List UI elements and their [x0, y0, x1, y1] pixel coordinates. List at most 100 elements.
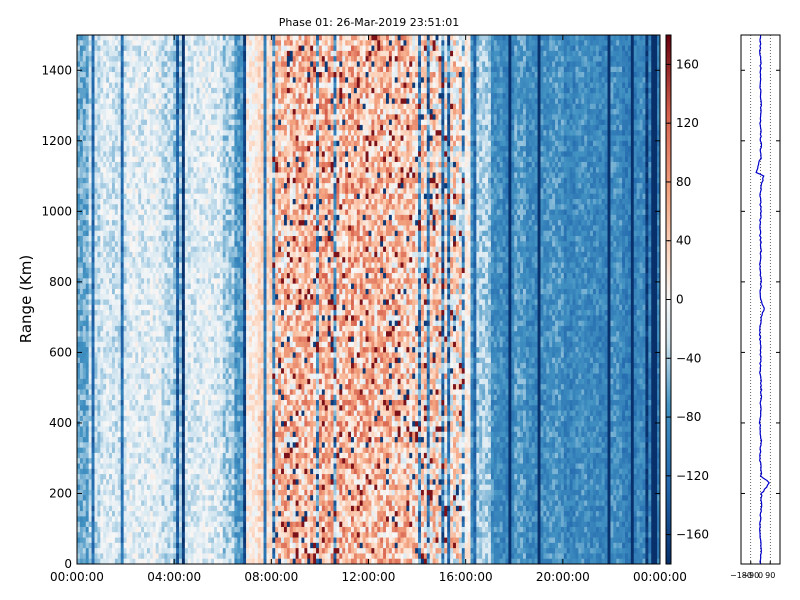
heatmap-cell	[158, 378, 162, 385]
heatmap-cell	[176, 50, 180, 57]
heatmap-cell	[117, 415, 122, 422]
heatmap-cell	[173, 511, 177, 517]
heatmap-cell	[117, 257, 122, 263]
heatmap-cell	[129, 415, 133, 422]
heatmap-cell	[173, 151, 177, 158]
heatmap-cell	[103, 341, 107, 348]
heatmap-cell	[91, 35, 95, 41]
heatmap-cell	[114, 209, 119, 216]
heatmap-cell	[179, 468, 183, 475]
heatmap-cell	[176, 347, 180, 353]
heatmap-cell	[155, 384, 160, 390]
heatmap-cell	[161, 130, 165, 136]
heatmap-cell	[211, 156, 215, 163]
heatmap-cell	[173, 458, 177, 464]
heatmap-cell	[82, 98, 87, 105]
heatmap-cell	[146, 442, 151, 449]
heatmap-cell	[170, 516, 174, 523]
heatmap-cell	[144, 172, 148, 179]
heatmap-cell	[219, 198, 224, 205]
heatmap-cell	[100, 331, 104, 337]
heatmap-cell	[187, 463, 192, 470]
heatmap-cell	[97, 146, 101, 152]
heatmap-cell	[114, 299, 119, 306]
heatmap-cell	[202, 241, 206, 247]
heatmap-cell	[123, 161, 127, 168]
heatmap-cell	[155, 458, 160, 464]
heatmap-cell	[202, 426, 206, 433]
heatmap-cell	[208, 56, 212, 62]
heatmap-cell	[109, 452, 113, 459]
heatmap-cell	[126, 548, 130, 554]
heatmap-cell	[179, 511, 183, 517]
heatmap-cell	[208, 447, 212, 454]
heatmap-cell	[190, 214, 194, 221]
heatmap-cell	[219, 320, 224, 327]
heatmap-cell	[123, 288, 127, 295]
heatmap-cell	[161, 299, 165, 306]
heatmap-cell	[176, 283, 180, 290]
heatmap-cell	[144, 553, 148, 560]
heatmap-cell	[97, 135, 101, 142]
heatmap-cell	[120, 119, 125, 126]
heatmap-cell	[202, 479, 206, 486]
heatmap-cell	[120, 405, 125, 411]
heatmap-cell	[106, 532, 110, 538]
heatmap-cell	[97, 389, 101, 396]
heatmap-cell	[202, 209, 206, 216]
heatmap-cell	[111, 437, 116, 443]
heatmap-cell	[114, 426, 119, 433]
heatmap-cell	[187, 251, 192, 258]
heatmap-cell	[111, 325, 116, 332]
heatmap-cell	[161, 204, 165, 210]
heatmap-cell	[97, 505, 101, 512]
heatmap-cell	[111, 93, 116, 99]
heatmap-cell	[85, 373, 90, 380]
heatmap-cell	[114, 156, 119, 163]
heatmap-cell	[138, 336, 142, 343]
heatmap-cell	[202, 389, 206, 396]
heatmap-cell	[103, 151, 107, 158]
heatmap-cell	[97, 50, 101, 57]
heatmap-cell	[100, 288, 104, 295]
heatmap-cell	[181, 458, 186, 464]
heatmap-cell	[138, 45, 142, 52]
heatmap-cell	[193, 241, 197, 247]
heatmap-cell	[77, 230, 81, 237]
heatmap-cell	[114, 315, 119, 322]
heatmap-cell	[208, 394, 212, 401]
heatmap-cell	[149, 505, 154, 512]
heatmap-cell	[85, 87, 90, 94]
heatmap-cell	[173, 119, 177, 126]
heatmap-cell	[117, 172, 122, 179]
heatmap-cell	[126, 484, 130, 491]
heatmap-cell	[173, 537, 177, 544]
heatmap-cell	[176, 130, 180, 136]
heatmap-cell	[211, 103, 215, 110]
heatmap-cell	[164, 40, 168, 46]
heatmap-cell	[85, 288, 90, 295]
heatmap-cell	[155, 151, 160, 158]
heatmap-cell	[161, 437, 165, 443]
heatmap-cell	[129, 410, 133, 417]
heatmap-cell	[208, 548, 212, 554]
heatmap-cell	[91, 447, 95, 454]
heatmap-cell	[79, 82, 84, 89]
heatmap-cell	[181, 61, 186, 68]
heatmap-cell	[214, 124, 218, 131]
heatmap-cell	[155, 98, 160, 105]
heatmap-cell	[164, 172, 168, 179]
heatmap-cell	[167, 193, 171, 200]
heatmap-cell	[144, 558, 148, 564]
heatmap-cell	[181, 378, 186, 385]
heatmap-cell	[123, 373, 127, 380]
heatmap-cell	[202, 140, 206, 147]
heatmap-cell	[120, 458, 125, 464]
heatmap-cell	[85, 320, 90, 327]
heatmap-cell	[94, 230, 98, 237]
heatmap-cell	[216, 93, 221, 99]
heatmap-cell	[173, 352, 177, 359]
heatmap-cell	[179, 214, 183, 221]
heatmap-cell	[126, 495, 130, 501]
heatmap-cell	[161, 542, 165, 549]
